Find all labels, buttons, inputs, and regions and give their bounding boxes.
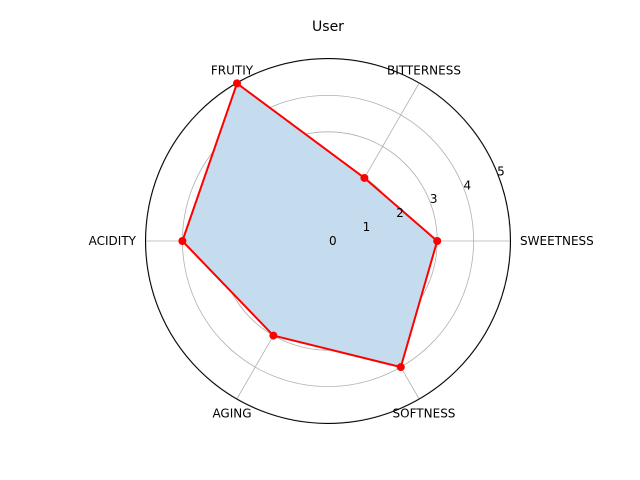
tick-label-5: 5 [497, 164, 505, 178]
category-label-softness: SOFTNESS [393, 406, 456, 420]
tick-label-3: 3 [430, 192, 438, 206]
category-labels: SWEETNESS BITTERNESS FRUTIY ACIDITY AGING SOF… [89, 64, 594, 421]
category-label-aging: AGING [212, 406, 251, 420]
tick-label-1: 1 [363, 220, 371, 234]
tick-label-2: 2 [396, 206, 404, 220]
data-points [178, 79, 442, 372]
data-point-softness [396, 363, 405, 372]
series-fill [182, 83, 438, 368]
data-point-acidity [178, 237, 187, 245]
radial-tick-labels: 0 1 2 3 4 5 [329, 164, 505, 248]
chart-title: User [312, 19, 344, 35]
category-label-bitterness: BITTERNESS [387, 64, 461, 78]
outer-frame [145, 58, 511, 424]
tick-label-4: 4 [464, 178, 472, 192]
data-point-sweetness [433, 237, 442, 245]
category-label-sweetness: SWEETNESS [520, 234, 594, 248]
data-point-frutiy [233, 79, 241, 88]
series-area [182, 83, 438, 368]
category-label-frutiy: FRUTIY [211, 64, 254, 78]
data-point-bitterness [360, 173, 369, 182]
category-label-acidity: ACIDITY [89, 234, 137, 248]
tick-label-0: 0 [329, 234, 337, 248]
data-point-aging [269, 331, 278, 340]
